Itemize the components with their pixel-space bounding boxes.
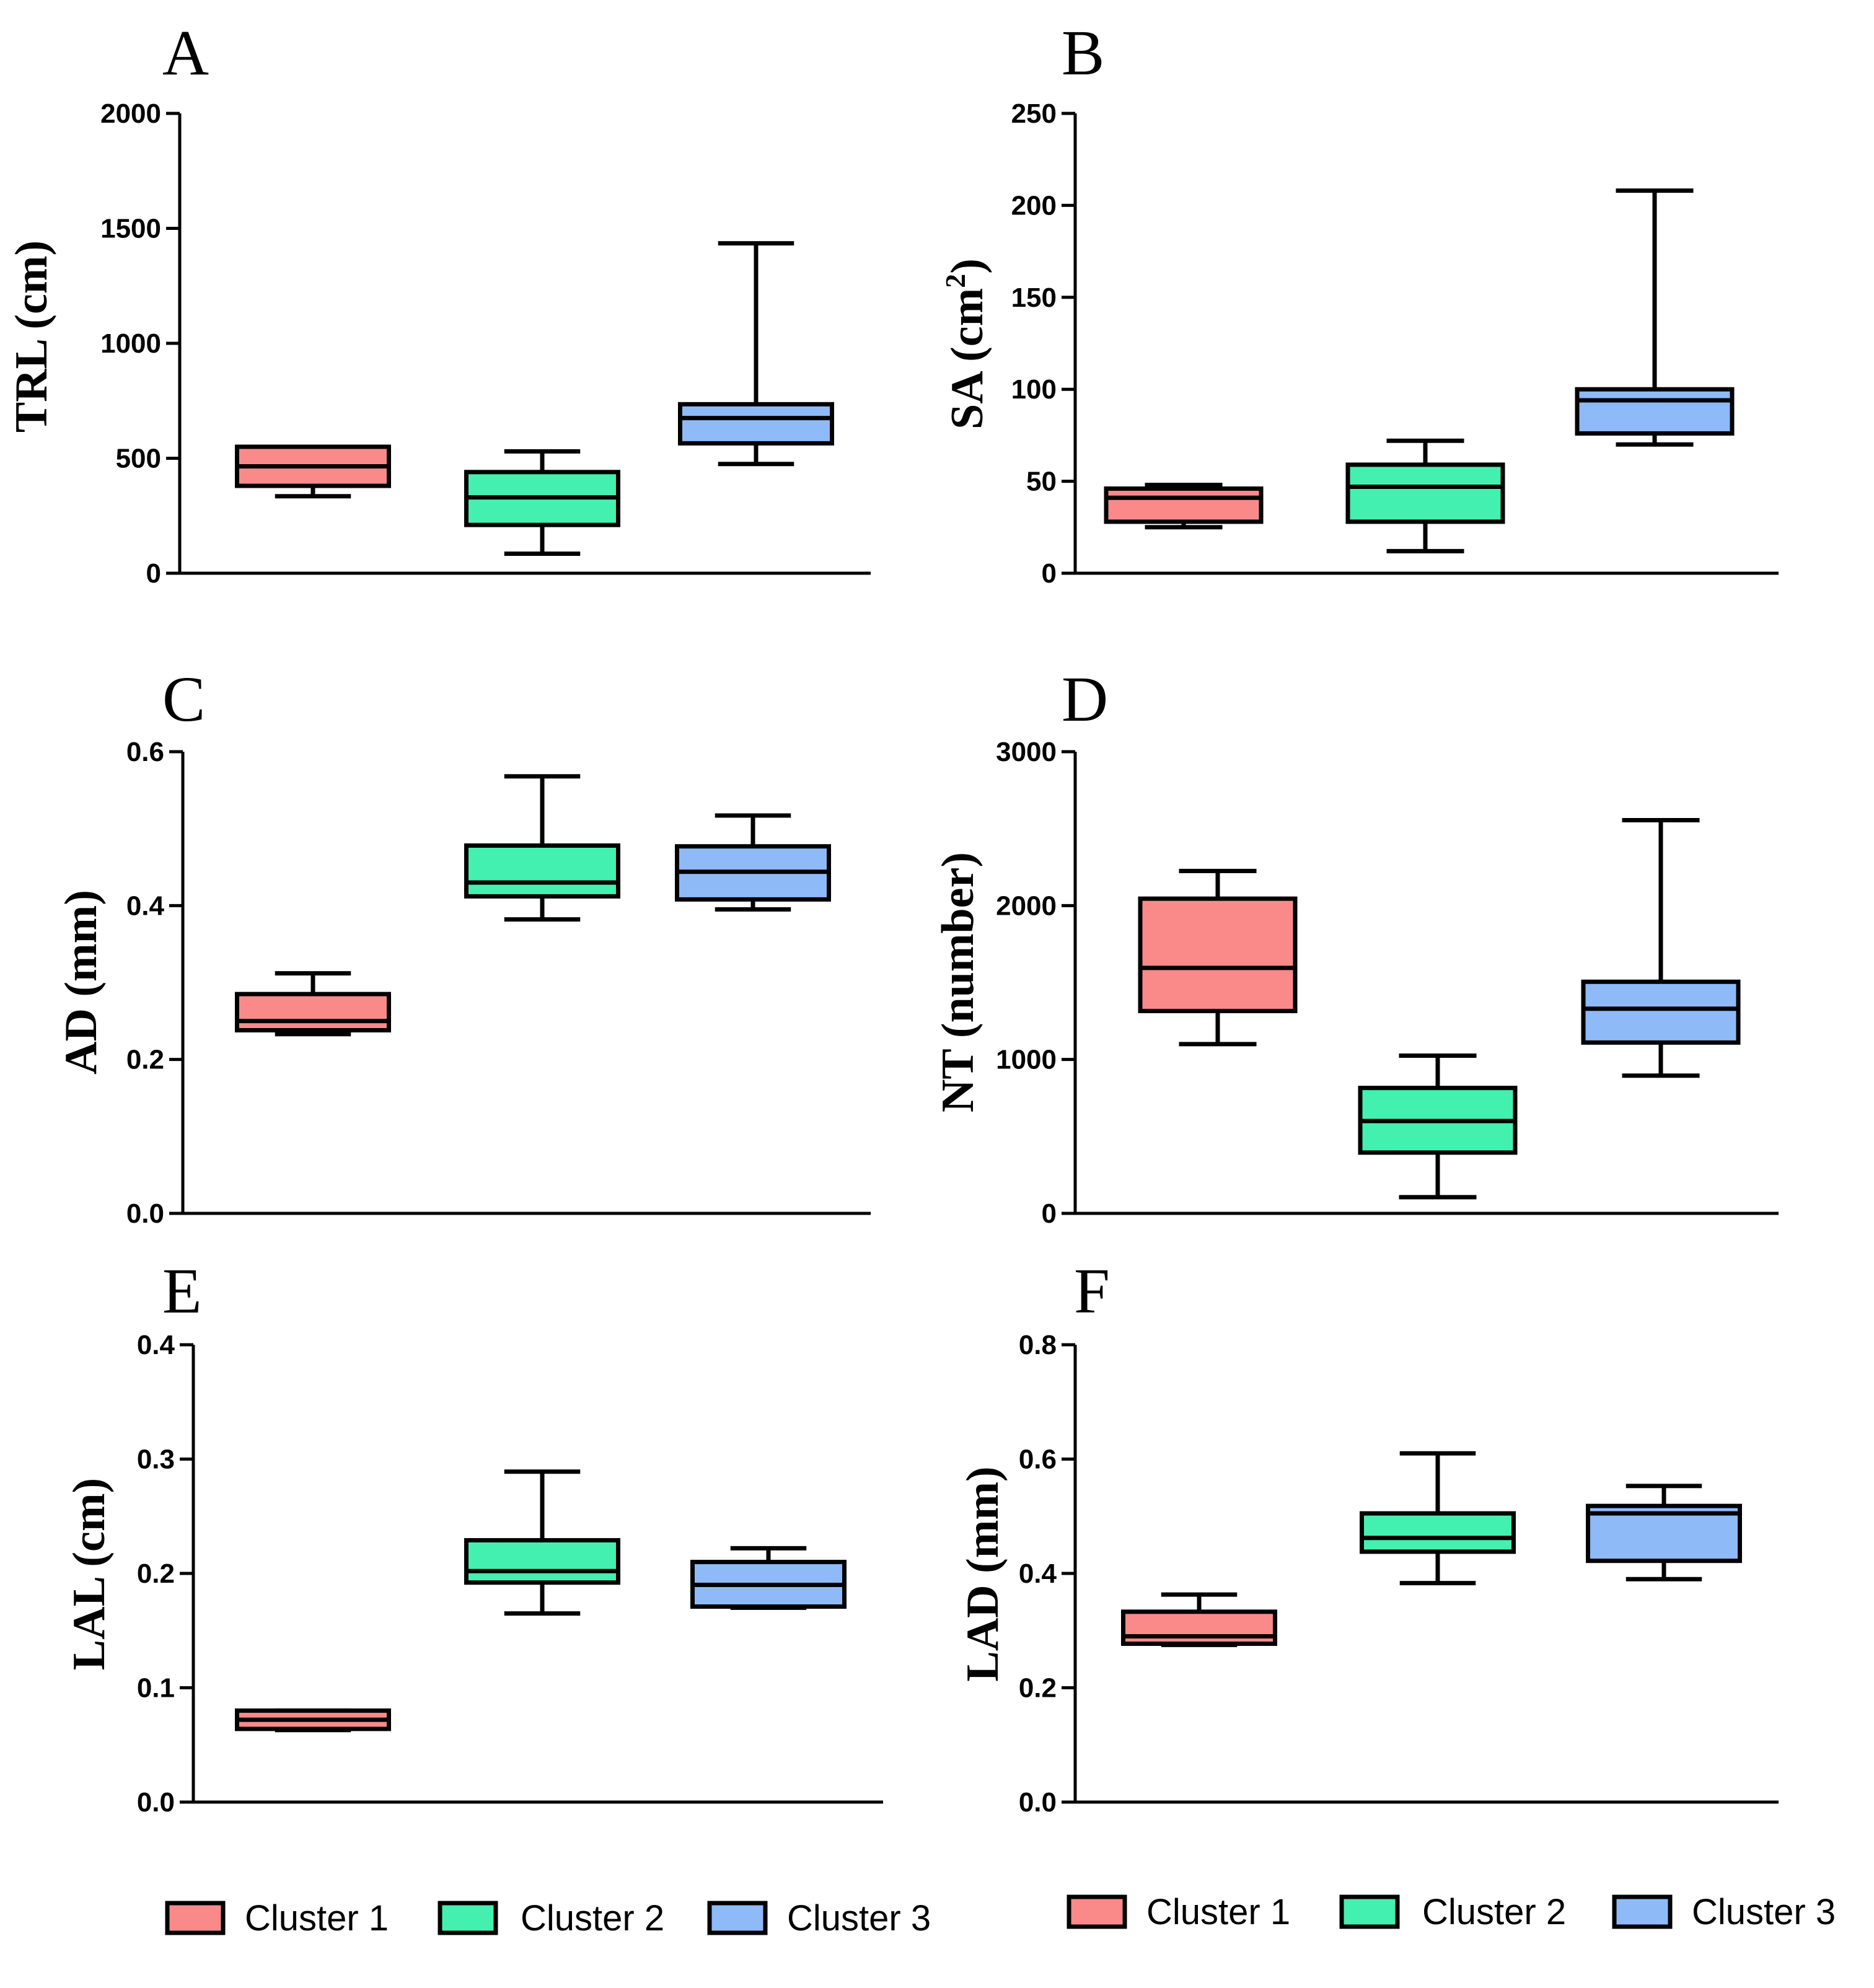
y-axis-label: LAL (cm) bbox=[64, 1478, 115, 1670]
legend-item-cluster-3: Cluster 3 bbox=[707, 1898, 931, 1938]
box-iqr bbox=[1104, 486, 1264, 524]
panel-c: C 0.0 0.2 0.4 0.6 AD (mm) bbox=[56, 664, 871, 1229]
y-tick-label: 0.6 bbox=[126, 737, 164, 767]
y-tick-label: 0.0 bbox=[1019, 1787, 1057, 1818]
panel-letter-f: F bbox=[1074, 1256, 1110, 1327]
y-tick-label: 0 bbox=[1042, 1199, 1057, 1229]
y-tick-label: 200 bbox=[1011, 190, 1057, 221]
y-tick-label: 1500 bbox=[100, 214, 161, 244]
y-tick-label: 0.0 bbox=[126, 1199, 164, 1229]
y-tick-label: 0.8 bbox=[1019, 1330, 1057, 1360]
legend-swatch bbox=[707, 1901, 768, 1935]
y-tick-label: 2000 bbox=[996, 891, 1057, 921]
legend-swatch bbox=[1067, 1894, 1127, 1929]
box-iqr bbox=[678, 402, 834, 446]
y-tick-label: 0.6 bbox=[1019, 1445, 1057, 1475]
panel-a: A 0 500 1000 1500 2000 TRL (cm) bbox=[6, 17, 871, 589]
y-tick-label: 2000 bbox=[100, 99, 161, 129]
box-cluster-3 bbox=[675, 813, 831, 912]
y-tick-label: 0.3 bbox=[137, 1445, 175, 1475]
y-axis-label: NT (number) bbox=[933, 852, 983, 1112]
box-cluster-1 bbox=[235, 1708, 391, 1733]
y-tick-label: 0.4 bbox=[126, 891, 165, 921]
box-cluster-3 bbox=[690, 1546, 847, 1610]
legend-item-cluster-1: Cluster 1 bbox=[1067, 1892, 1290, 1932]
y-tick-label: 0.1 bbox=[137, 1673, 175, 1704]
box-iqr bbox=[464, 1537, 620, 1585]
y-tick-label: 50 bbox=[1026, 467, 1057, 497]
box-iqr bbox=[1121, 1609, 1277, 1646]
box-cluster-2 bbox=[1358, 1053, 1518, 1200]
legend-item-cluster-1: Cluster 1 bbox=[165, 1898, 389, 1938]
y-tick-label: 100 bbox=[1011, 374, 1057, 405]
box-iqr bbox=[464, 843, 620, 899]
panel-letter-d: D bbox=[1062, 664, 1108, 735]
legend-swatch bbox=[1339, 1894, 1400, 1929]
legend-swatch bbox=[165, 1901, 226, 1935]
y-tick-label: 3000 bbox=[996, 737, 1057, 767]
y-axis-label: SA (cm2) bbox=[939, 258, 993, 429]
legend-1: Cluster 1 Cluster 2 Cluster 3 bbox=[165, 1898, 931, 1938]
y-tick-label: 0.2 bbox=[1019, 1673, 1057, 1704]
y-tick-label: 500 bbox=[116, 444, 161, 474]
box-cluster-1 bbox=[1104, 483, 1264, 530]
box-cluster-3 bbox=[1586, 1484, 1742, 1581]
legend-label: Cluster 2 bbox=[1422, 1892, 1566, 1932]
box-cluster-3 bbox=[1575, 188, 1735, 447]
box-cluster-2 bbox=[464, 1469, 620, 1616]
legend-label: Cluster 3 bbox=[1692, 1892, 1836, 1932]
panel-b: B 0 50 100 150 200 250 SA (cm2) bbox=[939, 17, 1779, 589]
y-tick-label: 250 bbox=[1011, 99, 1057, 129]
y-tick-label: 1000 bbox=[996, 1045, 1057, 1075]
box-cluster-2 bbox=[1345, 438, 1505, 553]
y-tick-label: 0.2 bbox=[137, 1559, 175, 1589]
y-tick-label: 0.0 bbox=[137, 1787, 175, 1818]
panel-f: F 0.0 0.2 0.4 0.6 0.8 LAD (mm) bbox=[957, 1256, 1779, 1818]
box-iqr bbox=[1581, 979, 1741, 1045]
y-tick-label: 0 bbox=[1042, 558, 1057, 589]
y-tick-label: 0.4 bbox=[1019, 1559, 1057, 1589]
legend-label: Cluster 3 bbox=[787, 1898, 931, 1938]
box-iqr bbox=[1138, 896, 1298, 1013]
y-axis-label: AD (mm) bbox=[56, 890, 107, 1075]
box-iqr bbox=[1345, 462, 1505, 524]
box-cluster-2 bbox=[464, 774, 620, 922]
y-tick-label: 1000 bbox=[100, 328, 161, 359]
panel-letter-c: C bbox=[162, 664, 205, 735]
legend-label: Cluster 1 bbox=[1146, 1892, 1290, 1932]
box-cluster-3 bbox=[678, 241, 834, 467]
box-cluster-1 bbox=[235, 971, 391, 1037]
box-cluster-1 bbox=[1138, 868, 1298, 1047]
box-cluster-3 bbox=[1581, 818, 1741, 1078]
y-tick-label: 0 bbox=[146, 558, 161, 589]
panel-letter-a: A bbox=[162, 17, 209, 89]
box-cluster-2 bbox=[464, 449, 620, 556]
legend-label: Cluster 2 bbox=[521, 1898, 664, 1938]
y-axis-label: TRL (cm) bbox=[6, 240, 57, 433]
box-cluster-1 bbox=[235, 444, 391, 499]
panel-letter-e: E bbox=[162, 1256, 202, 1327]
box-iqr bbox=[1575, 387, 1735, 436]
legend-label: Cluster 1 bbox=[245, 1898, 389, 1938]
box-cluster-2 bbox=[1360, 1451, 1516, 1586]
panel-e: E 0.0 0.1 0.2 0.3 0.4 LAL (cm) bbox=[64, 1256, 883, 1818]
y-axis-label: LAD (mm) bbox=[957, 1466, 1008, 1681]
legend-item-cluster-2: Cluster 2 bbox=[438, 1898, 664, 1938]
legend-swatch bbox=[438, 1901, 498, 1935]
legend-item-cluster-2: Cluster 2 bbox=[1339, 1892, 1566, 1932]
y-tick-label: 0.4 bbox=[137, 1330, 175, 1360]
legend-item-cluster-3: Cluster 3 bbox=[1612, 1892, 1836, 1932]
panel-letter-b: B bbox=[1062, 17, 1104, 89]
legend-2: Cluster 1 Cluster 2 Cluster 3 bbox=[1067, 1892, 1836, 1932]
panel-d: D 0 1000 2000 3000 NT (number) bbox=[933, 664, 1779, 1229]
legend-swatch bbox=[1612, 1894, 1673, 1929]
y-tick-label: 150 bbox=[1011, 283, 1057, 313]
y-tick-label: 0.2 bbox=[126, 1045, 164, 1075]
box-iqr bbox=[235, 992, 391, 1032]
box-iqr bbox=[1360, 1511, 1516, 1554]
box-cluster-1 bbox=[1121, 1592, 1277, 1647]
